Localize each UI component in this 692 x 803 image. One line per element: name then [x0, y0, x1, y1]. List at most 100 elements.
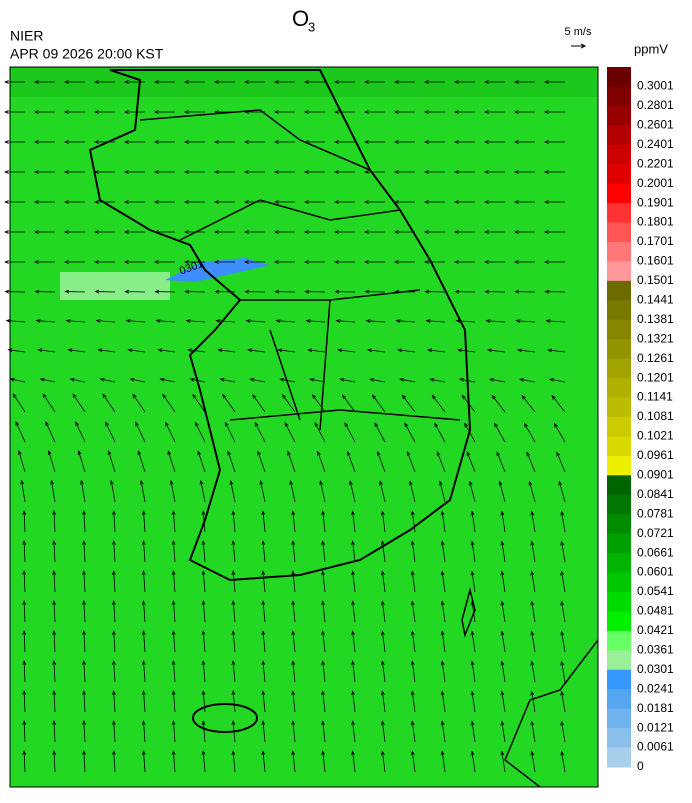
colorbar-bin	[607, 164, 631, 185]
wind-arrow	[141, 630, 146, 653]
wind-arrow	[321, 690, 326, 713]
wind-arrow	[171, 630, 176, 653]
colorbar-bin	[607, 144, 631, 165]
wind-arrow	[351, 600, 356, 623]
wind-arrow	[556, 451, 566, 473]
wind-arrow	[470, 630, 476, 653]
wind-arrow	[553, 422, 566, 443]
wind-arrow	[351, 660, 356, 683]
wind-arrow	[410, 630, 416, 653]
wind-arrow	[231, 660, 236, 683]
wind-arrow	[93, 110, 115, 114]
wind-arrow	[153, 80, 175, 84]
wind-arrow	[530, 540, 536, 563]
wind-arrow	[231, 750, 236, 773]
wind-arrow	[72, 393, 86, 413]
wind-arrow	[171, 750, 176, 773]
wind-arrow	[410, 750, 416, 773]
wind-arrow	[20, 479, 26, 503]
colorbar-bin	[607, 222, 631, 243]
wind-arrow	[333, 230, 355, 234]
wind-arrow	[243, 170, 265, 174]
wind-arrow	[376, 450, 386, 473]
wind-arrow	[423, 260, 445, 264]
title: O	[292, 6, 309, 31]
wind-arrow	[69, 377, 86, 383]
wind-arrow	[153, 140, 175, 144]
wind-arrow	[95, 318, 116, 323]
colorbar-label: 0.1021	[637, 429, 674, 443]
wind-arrow	[201, 510, 206, 533]
wind-arrow	[257, 450, 266, 473]
wind-arrow	[500, 690, 506, 713]
wind-arrow	[410, 600, 416, 623]
wind-arrow	[367, 348, 386, 353]
colorbar-bin	[607, 417, 631, 437]
wind-arrow	[167, 450, 176, 473]
wind-arrow	[410, 660, 416, 683]
colorbar-label: 0.0901	[637, 468, 674, 482]
colorbar-bin	[607, 183, 631, 204]
wind-arrow	[401, 394, 416, 413]
wind-arrow	[153, 230, 175, 234]
wind-arrow	[33, 260, 55, 264]
wind-arrow	[231, 570, 236, 593]
colorbar-bin	[607, 592, 631, 612]
wind-arrow	[314, 421, 326, 443]
wind-arrow	[429, 377, 446, 383]
wind-arrow	[171, 570, 176, 593]
wind-arrow	[453, 230, 475, 234]
wind-arrow	[530, 660, 536, 683]
wind-arrow	[349, 480, 356, 503]
wind-arrow	[289, 480, 296, 503]
colorbar-bin	[607, 319, 631, 340]
wind-arrow	[261, 510, 266, 533]
wind-arrow	[111, 600, 116, 623]
wind-arrow	[141, 660, 146, 683]
wind-arrow	[165, 421, 176, 443]
colorbar-label: 0.0121	[637, 720, 674, 734]
wind-arrow	[261, 750, 266, 773]
wind-arrow	[423, 110, 445, 114]
wind-arrow	[80, 479, 86, 503]
wind-arrow	[201, 630, 206, 653]
wind-arrow	[380, 540, 386, 563]
colorbar-bin	[607, 514, 631, 535]
wind-arrow	[500, 750, 506, 773]
wind-arrow	[199, 479, 206, 503]
wind-arrow	[52, 690, 57, 713]
wind-arrow	[201, 600, 206, 623]
wind-arrow	[277, 348, 296, 353]
wind-arrow	[424, 289, 446, 294]
wind-arrow	[50, 479, 56, 503]
wind-arrow	[63, 200, 85, 204]
wind-arrow	[22, 750, 27, 773]
colorbar-bin	[607, 533, 631, 554]
wind-arrow	[560, 630, 566, 653]
wind-arrow	[470, 540, 476, 563]
wind-arrow	[93, 80, 115, 84]
wind-arrow	[184, 289, 206, 294]
coastline	[88, 69, 472, 582]
wind-arrow	[347, 450, 356, 473]
wind-arrow	[197, 450, 206, 473]
wind-arrow	[52, 630, 57, 653]
wind-arrow	[453, 140, 475, 144]
wind-arrow	[453, 200, 475, 204]
wind-arrow	[321, 630, 326, 653]
wind-arrow	[82, 750, 86, 773]
wind-arrow	[393, 200, 415, 204]
wind-arrow	[547, 348, 566, 353]
wind-arrow	[494, 422, 506, 443]
wind-arrow	[351, 630, 356, 653]
wind-arrow	[105, 421, 116, 443]
wind-arrow	[213, 260, 235, 264]
wind-arrow	[52, 750, 57, 773]
wind-arrow	[291, 570, 296, 593]
wind-arrow	[52, 600, 57, 623]
wind-arrow	[380, 630, 386, 653]
wind-arrow	[303, 230, 325, 234]
wind-arrow	[247, 348, 266, 353]
colorbar-label: 0.1441	[637, 293, 674, 307]
wind-arrow	[97, 348, 116, 353]
